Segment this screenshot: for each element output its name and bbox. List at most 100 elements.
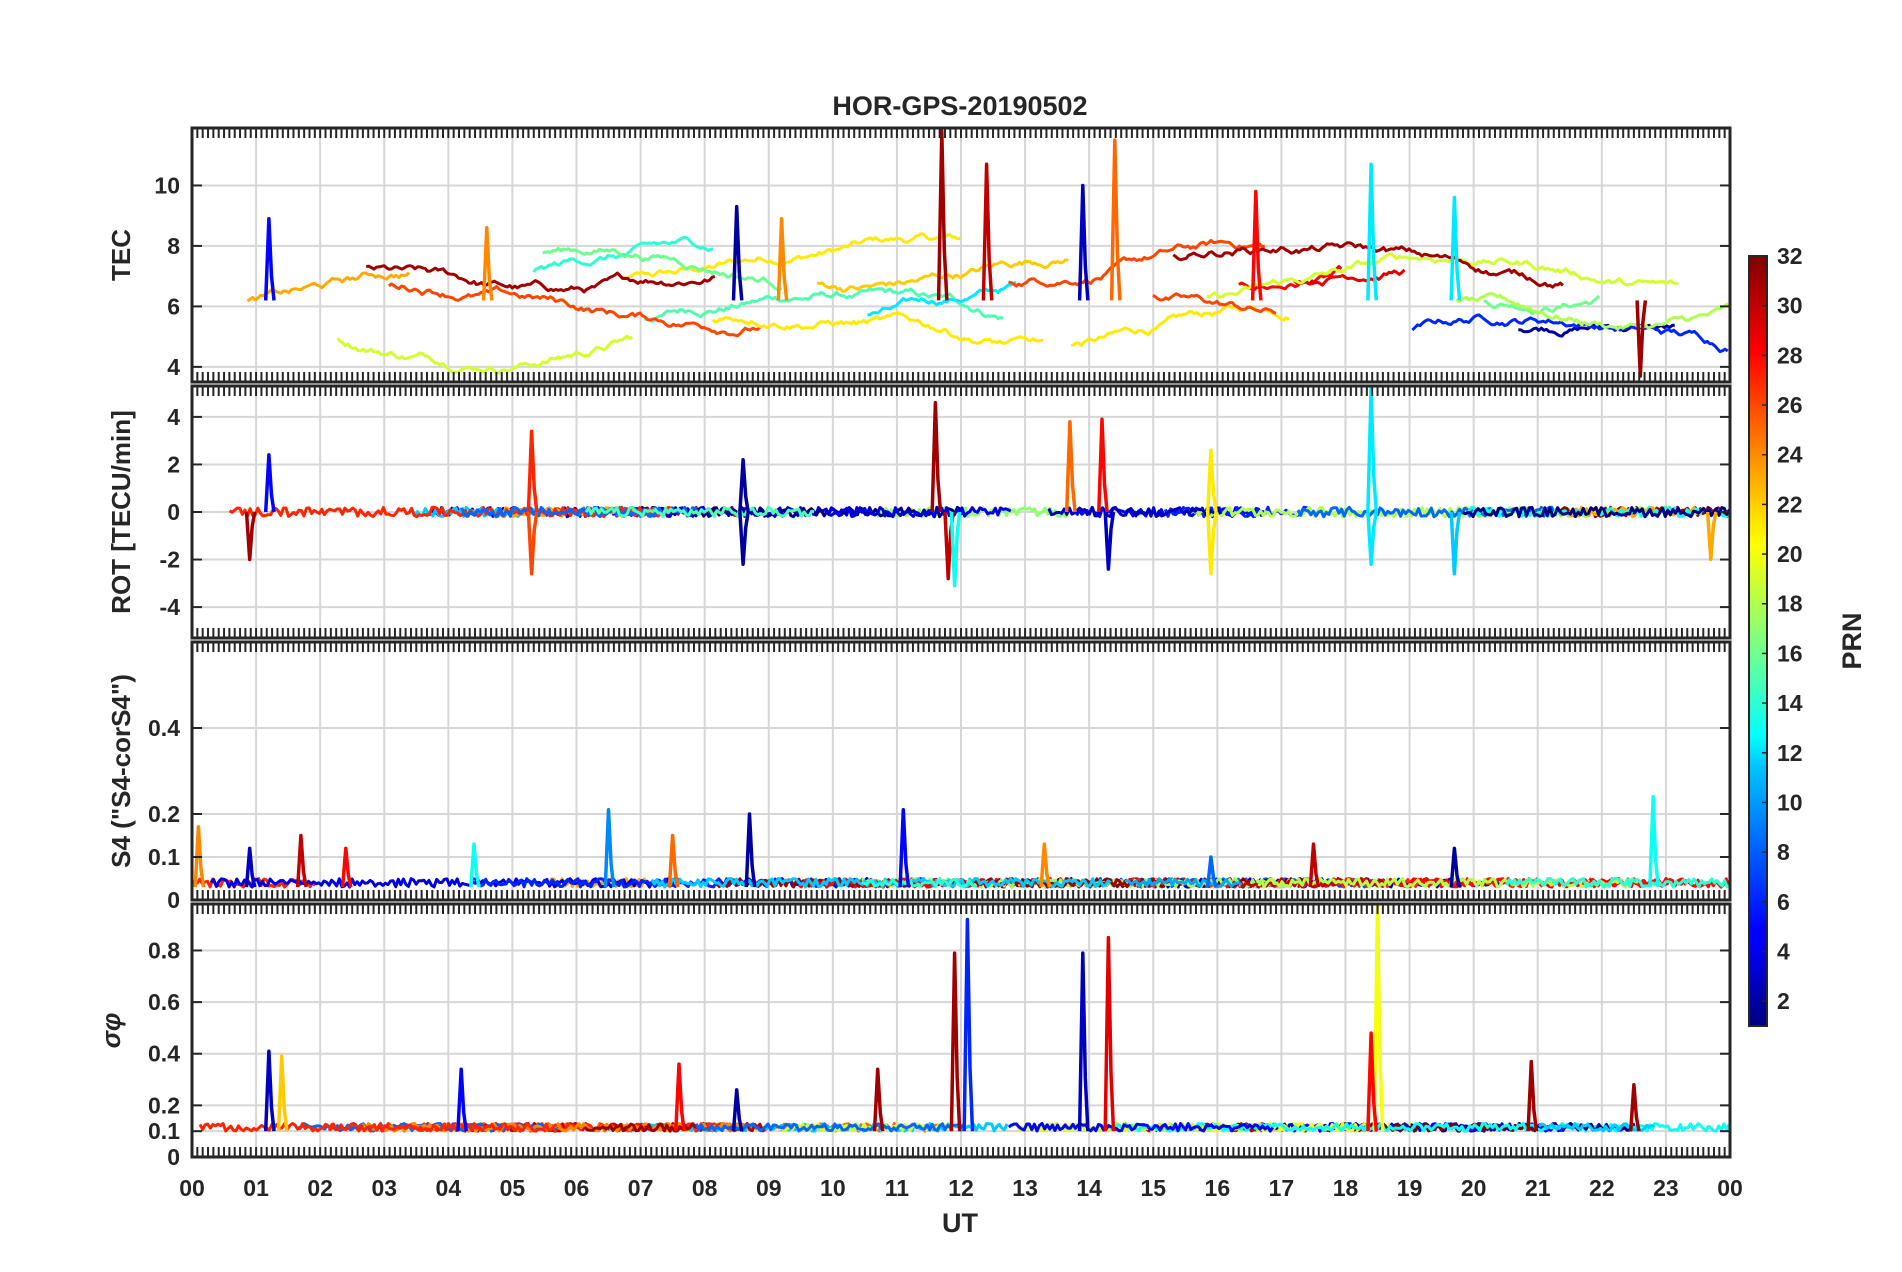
y-axis-label-tec: TEC (106, 229, 136, 281)
minor-ticks-rot (191, 386, 1731, 638)
event-spike-sigma-12 (1526, 1059, 1539, 1132)
event-spike-s4-10 (1205, 855, 1218, 888)
colorbar-tick-label: 22 (1777, 491, 1803, 517)
x-tick-label: 19 (1397, 1175, 1423, 1201)
event-spike-s4-13 (1648, 795, 1660, 888)
event-spike-sigma-8 (1077, 951, 1090, 1132)
event-spike-tec-11 (1635, 300, 1648, 378)
event-spike-rot-12 (1205, 448, 1218, 513)
event-spike-tec-6 (1077, 183, 1090, 301)
series-line-prn-14 (532, 235, 714, 274)
event-spike-s4-3 (340, 846, 353, 888)
colorbar-label: PRN (1837, 612, 1867, 669)
x-tick-label: 11 (885, 1175, 910, 1201)
event-spike-s4-8 (898, 807, 911, 888)
y-tick-label: -2 (160, 547, 180, 573)
event-spike-rot-13 (1205, 511, 1218, 576)
x-tick-label: 17 (1269, 1175, 1295, 1201)
series-line-prn-31 (583, 1122, 701, 1133)
colorbar-tick-label: 16 (1777, 640, 1803, 666)
y-tick-label: 2 (167, 451, 180, 477)
minor-ticks-sigma (191, 904, 1731, 1157)
event-spike-s4-4 (469, 842, 481, 888)
x-tick-label: 14 (1076, 1175, 1102, 1201)
traces-rot (228, 386, 1730, 588)
x-tick-label: 03 (371, 1175, 397, 1201)
series-line-prn-26 (1152, 292, 1277, 315)
series-line-prn-22 (816, 258, 1069, 293)
event-spike-sigma-13 (1628, 1082, 1641, 1132)
y-tick-label: 0.4 (148, 1041, 180, 1067)
x-tick-label: 21 (1525, 1175, 1551, 1201)
y-tick-label: 0.2 (148, 1092, 180, 1118)
y-tick-label: 0.2 (148, 801, 180, 827)
event-spike-rot-10 (1097, 417, 1109, 513)
event-spike-s4-1 (244, 846, 257, 888)
series-line-prn-3 (1047, 505, 1222, 518)
event-spike-rot-11 (1103, 511, 1116, 571)
colorbar-tick-label: 2 (1777, 988, 1790, 1014)
series-line-prn-18 (1192, 505, 1502, 519)
y-tick-label: 0 (167, 887, 180, 913)
panel-rot: -4 -2 0 2 4 ROT [TECU/min] (106, 384, 1732, 640)
series-line-prn-1 (1462, 506, 1730, 519)
colorbar-tick-label: 6 (1777, 889, 1790, 915)
event-spike-tec-4 (936, 129, 949, 301)
event-spike-sigma-3 (674, 1062, 686, 1132)
series-line-prn-28 (1238, 265, 1343, 292)
x-tick-label: 20 (1461, 1175, 1487, 1201)
event-spike-rot-4 (738, 457, 750, 513)
event-spike-tec-0 (263, 216, 276, 301)
event-spike-sigma-9 (1103, 935, 1116, 1132)
colorbar-tick-label: 18 (1777, 591, 1803, 617)
x-tick-label: 08 (692, 1175, 718, 1201)
x-tick-label: 05 (500, 1175, 526, 1201)
y-tick-label: 0.1 (148, 1118, 180, 1144)
event-spike-rot-17 (1705, 511, 1718, 562)
x-tick-label: 01 (243, 1175, 269, 1201)
event-spike-tec-10 (1449, 195, 1462, 301)
series-line-prn-15 (584, 505, 815, 519)
x-tick-label: 07 (628, 1175, 654, 1201)
series-line-prn-19 (1206, 252, 1679, 299)
series-line-prn-31 (366, 264, 716, 294)
x-tick-label: 09 (756, 1175, 782, 1201)
event-spike-rot-9 (1064, 419, 1077, 513)
event-spike-sigma-0 (263, 1049, 276, 1132)
colorbar-tick-label: 4 (1777, 938, 1790, 964)
series-line-prn-8 (460, 505, 699, 519)
grid-tec (192, 128, 1730, 382)
event-spike-s4-5 (603, 807, 616, 888)
event-spike-rot-15 (1366, 511, 1379, 567)
minor-ticks-s4 (191, 642, 1731, 900)
y-tick-label: 8 (167, 233, 180, 259)
event-spike-sigma-10 (1372, 904, 1385, 1132)
event-spike-tec-7 (1109, 138, 1122, 301)
y-tick-label: 0.1 (148, 844, 180, 870)
panel-s4: 0 0.1 0.2 0.4 S4 ("S4-corS4") (106, 640, 1732, 913)
x-tick-label: 12 (948, 1175, 974, 1201)
y-axis-label-rot: ROT [TECU/min] (106, 410, 136, 614)
series-line-prn-12 (867, 280, 1017, 317)
series-line-prn-29 (1293, 268, 1406, 287)
colorbar-tick-label: 26 (1777, 392, 1803, 418)
y-tick-label: 0 (167, 499, 180, 525)
series-line-prn-26 (387, 282, 762, 338)
colorbar-tick-label: 30 (1777, 293, 1803, 319)
event-spike-tec-3 (776, 216, 789, 301)
x-tick-label: 02 (307, 1175, 333, 1201)
y-tick-label: -4 (160, 594, 181, 620)
x-tick-label: 15 (1140, 1175, 1166, 1201)
series-line-prn-18 (1455, 291, 1729, 331)
event-spike-sigma-5 (872, 1067, 885, 1132)
grid-s4 (192, 642, 1730, 901)
event-spike-sigma-2 (456, 1067, 469, 1132)
event-spike-rot-8 (949, 511, 962, 588)
colorbar-tick-label: 10 (1777, 789, 1803, 815)
colorbar-tick-label: 28 (1777, 342, 1803, 368)
panel-sigma: 00.10.2 0.4 0.6 0.8 σφ (96, 902, 1732, 1170)
x-tick-label: 04 (436, 1175, 462, 1201)
y-tick-label: 10 (154, 172, 180, 198)
